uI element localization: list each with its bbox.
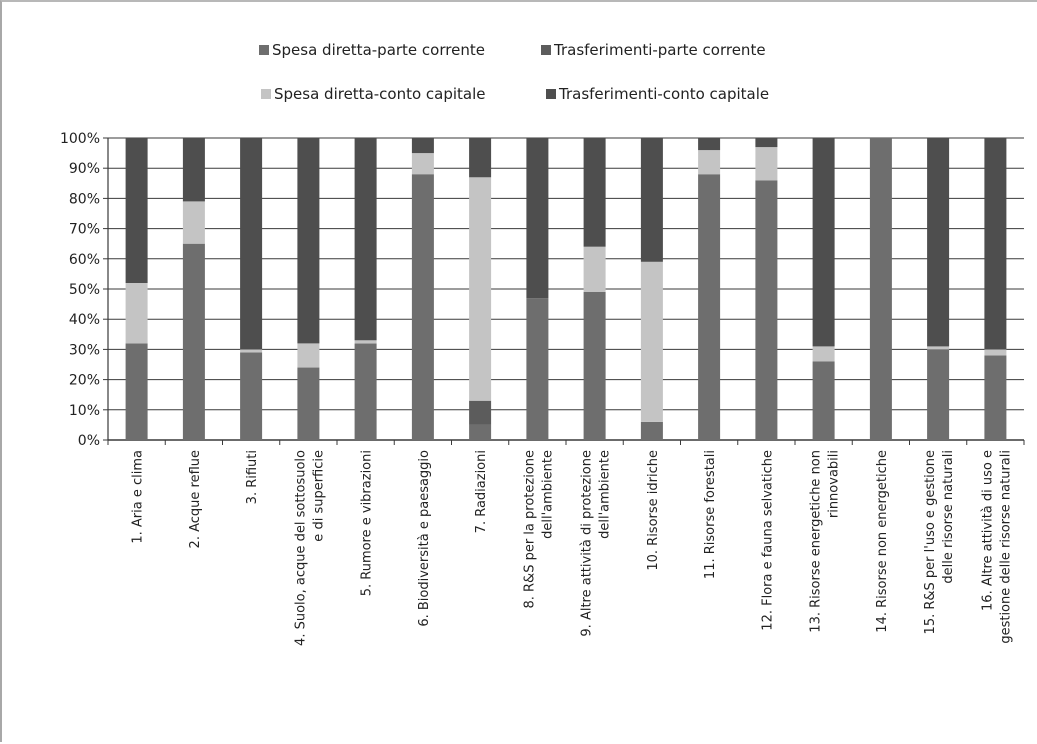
bar-segment <box>984 138 1007 350</box>
bar-segment <box>698 138 721 151</box>
x-tick-label: 15. R&S per l'uso e gestione <box>923 450 938 634</box>
legend: Spesa diretta-parte corrente Trasferimen… <box>259 41 769 103</box>
bar-segment <box>411 174 434 440</box>
x-tick-label: e di superficie <box>311 450 326 542</box>
x-tick-label: 4. Suolo, acque del sottosuolo <box>293 450 308 646</box>
y-tick-label: 10% <box>69 403 100 419</box>
y-axis: 0% 10% 20% 30% 40% 50% 60% 70% 80% 90% 100% <box>60 131 109 449</box>
bar-segment <box>125 343 148 440</box>
bar-segment <box>583 246 606 292</box>
y-tick-label: 40% <box>69 312 100 328</box>
bar-segment <box>297 138 320 344</box>
legend-label: Trasferimenti-parte corrente <box>553 41 766 59</box>
bars <box>125 138 1007 441</box>
bar-segment <box>927 346 950 350</box>
y-tick-label: 80% <box>69 191 100 207</box>
bar-segment <box>698 174 721 440</box>
legend-swatch <box>261 89 271 99</box>
bar-segment <box>583 292 606 440</box>
bar-segment <box>526 298 549 440</box>
category-labels: 1. Aria e clima 2. Acque reflue 3. Rifiuti… <box>131 450 1014 646</box>
bar-segment <box>812 346 835 362</box>
x-tick-label: delle risorse naturali <box>941 450 956 584</box>
x-tick-label: 5. Rumore e vibrazioni <box>360 450 375 596</box>
y-tick-label: 90% <box>69 161 100 177</box>
x-tick-label: dell'ambiente <box>540 450 555 539</box>
x-tick-label: 14. Risorse non energetiche <box>875 450 890 633</box>
bar-segment <box>927 349 950 440</box>
bar-segment <box>812 361 835 440</box>
x-tick-label: dell'ambiente <box>598 450 613 539</box>
bar-segment <box>755 180 778 441</box>
x-tick-label: 7. Radiazioni <box>474 450 489 533</box>
bar-segment <box>182 201 205 244</box>
bar-segment <box>869 138 892 440</box>
x-tick-label: 12. Flora e fauna selvatiche <box>760 450 775 631</box>
x-tick-label: 8. R&S per la protezione <box>522 450 537 609</box>
y-tick-label: 0% <box>78 433 100 449</box>
y-tick-label: 100% <box>60 131 100 147</box>
x-tick-label: 10. Risorse idriche <box>646 450 661 571</box>
bar-segment <box>125 138 148 283</box>
bar-segment <box>469 424 492 440</box>
legend-item: Trasferimenti-conto capitale <box>546 85 769 103</box>
x-tick-label: 16. Altre attività di uso e <box>980 450 995 611</box>
y-tick-label: 70% <box>69 222 100 238</box>
bar-segment <box>640 261 663 422</box>
y-tick-label: 30% <box>69 342 100 358</box>
legend-item: Trasferimenti-parte corrente <box>541 41 766 59</box>
bar-segment <box>240 138 263 350</box>
bar-segment <box>182 138 205 202</box>
bar-segment <box>411 153 434 175</box>
x-axis <box>107 440 1025 445</box>
bar-segment <box>526 138 549 299</box>
bar-segment <box>354 138 377 341</box>
bar-segment <box>469 400 492 425</box>
x-tick-label: 1. Aria e clima <box>131 450 146 544</box>
bar-segment <box>354 343 377 440</box>
x-tick-label: 11. Risorse forestali <box>703 450 718 579</box>
legend-label: Spesa diretta-conto capitale <box>274 85 486 103</box>
bar-segment <box>640 421 663 440</box>
bar-segment <box>927 138 950 347</box>
bar-segment <box>583 138 606 247</box>
x-tick-label: 3. Rifiuti <box>245 450 260 504</box>
bar-segment <box>240 352 263 440</box>
bar-segment <box>698 150 721 175</box>
bar-segment <box>411 138 434 154</box>
legend-swatch <box>546 89 556 99</box>
legend-label: Trasferimenti-conto capitale <box>558 85 769 103</box>
x-tick-label: rinnovabili <box>827 450 842 518</box>
bar-segment <box>984 355 1007 440</box>
legend-swatch <box>259 45 269 55</box>
bar-segment <box>297 343 320 368</box>
legend-label: Spesa diretta-parte corrente <box>272 41 485 59</box>
x-tick-label: 9. Altre attività di protezione <box>580 450 595 637</box>
x-tick-label: 2. Acque reflue <box>188 450 203 548</box>
bar-segment <box>640 138 663 262</box>
x-tick-label: 6. Biodiversità e paesaggio <box>417 450 432 627</box>
bar-segment <box>755 138 778 148</box>
bar-segment <box>755 147 778 181</box>
legend-swatch <box>541 45 551 55</box>
bar-segment <box>297 367 320 440</box>
bar-segment <box>354 340 377 344</box>
bar-segment <box>125 283 148 344</box>
bar-segment <box>984 349 1007 356</box>
bar-segment <box>469 177 492 401</box>
bar-segment <box>240 349 263 353</box>
bar-segment <box>182 243 205 440</box>
y-tick-label: 20% <box>69 373 100 389</box>
y-tick-label: 50% <box>69 282 100 298</box>
legend-item: Spesa diretta-conto capitale <box>261 85 486 103</box>
bar-segment <box>469 138 492 178</box>
bar-segment <box>812 138 835 347</box>
y-tick-label: 60% <box>69 252 100 268</box>
x-tick-label: 13. Risorse energetiche non <box>809 450 824 633</box>
x-tick-label: gestione delle risorse naturali <box>998 450 1013 644</box>
legend-item: Spesa diretta-parte corrente <box>259 41 485 59</box>
